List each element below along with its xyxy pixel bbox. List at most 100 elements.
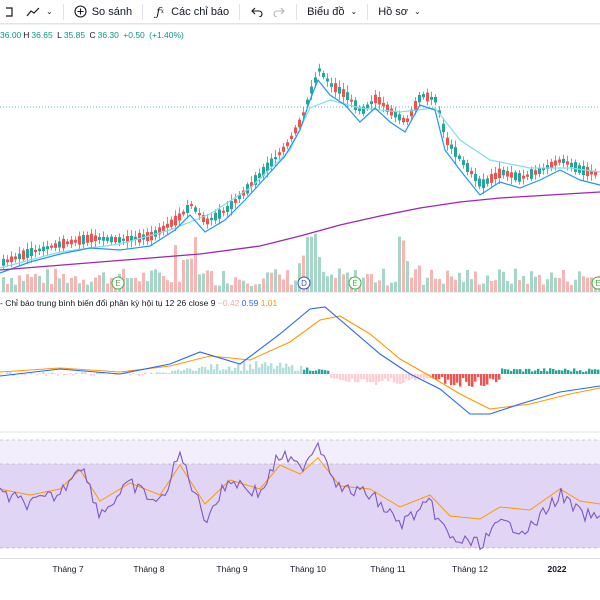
volume-bar	[186, 259, 189, 292]
event-marker-label: D	[301, 279, 307, 288]
volume-bar	[402, 240, 405, 292]
macd-histogram-bar	[168, 372, 171, 374]
volume-bar	[542, 284, 545, 292]
candle-body	[466, 163, 469, 172]
event-marker-label: E	[352, 279, 357, 288]
moving-average-long-line	[0, 191, 600, 271]
volume-bar	[18, 275, 21, 292]
volume-bar	[386, 285, 389, 292]
redo-button[interactable]	[268, 0, 290, 24]
volume-bar	[338, 268, 341, 292]
macd-histogram-bar	[444, 374, 447, 384]
macd-histogram-bar	[471, 374, 474, 387]
macd-histogram-bar	[435, 374, 438, 380]
volume-bar	[554, 277, 557, 292]
candle-body	[594, 171, 597, 176]
volume-bar	[582, 276, 585, 292]
macd-histogram-bar	[81, 372, 84, 374]
candle-body	[254, 175, 257, 186]
candle-body	[386, 104, 389, 112]
candle-body	[422, 94, 425, 98]
candle-body	[90, 233, 93, 243]
macd-histogram-bar	[99, 372, 102, 374]
macd-histogram-bar	[42, 372, 45, 374]
macd-histogram-bar	[402, 374, 405, 383]
volume-bar	[446, 270, 449, 292]
candle-body	[118, 237, 121, 243]
macd-histogram-bar	[498, 374, 501, 380]
candle-body	[470, 170, 473, 175]
rsi-moving-average-line	[0, 457, 600, 520]
macd-histogram-bar	[102, 372, 105, 374]
candle-body	[238, 194, 241, 200]
candle-body	[362, 106, 365, 114]
volume-bar	[414, 269, 417, 292]
macd-histogram-bar	[426, 374, 429, 379]
profile-menu-label: Hồ sơ	[378, 5, 409, 18]
macd-signal-line	[0, 315, 600, 410]
macd-histogram-bar	[591, 369, 594, 374]
volume-bar	[382, 268, 385, 292]
macd-histogram-bar	[156, 372, 159, 374]
volume-bar	[314, 233, 317, 292]
candle-body	[538, 167, 541, 174]
macd-histogram-bar	[159, 372, 162, 374]
macd-histogram-bar	[276, 365, 279, 374]
macd-histogram-bar	[231, 370, 234, 374]
macd-histogram-bar	[222, 369, 225, 374]
macd-histogram-bar	[570, 371, 573, 374]
macd-histogram-bar	[561, 370, 564, 374]
macd-histogram-bar	[474, 374, 477, 382]
volume-bar	[54, 268, 57, 292]
profile-menu-button[interactable]: Hồ sơ ⌄	[374, 0, 425, 24]
candle-body	[46, 246, 49, 250]
candle-body	[274, 156, 277, 160]
time-axis[interactable]: Tháng 7 Tháng 8 Tháng 9 Tháng 10 Tháng 1…	[0, 558, 600, 578]
macd-histogram-bar	[387, 374, 390, 382]
volume-bar	[194, 237, 197, 292]
candle-body	[338, 87, 341, 94]
compare-button[interactable]: So sánh	[70, 0, 136, 24]
candle-body	[162, 225, 165, 231]
volume-bar	[394, 281, 397, 292]
candle-body	[70, 239, 73, 245]
chart-type-button[interactable]: ⌄	[22, 0, 57, 24]
candle-body	[382, 102, 385, 107]
candle-body	[174, 215, 177, 226]
candle-body	[566, 161, 569, 165]
candle-body	[306, 99, 309, 105]
zoom-button[interactable]	[0, 0, 22, 24]
chart-menu-button[interactable]: Biểu đồ ⌄	[303, 0, 361, 24]
candle-body	[450, 144, 453, 149]
undo-icon	[250, 5, 264, 19]
candle-body	[430, 96, 433, 100]
macd-histogram-bar	[141, 374, 144, 375]
event-marker	[111, 276, 125, 290]
volume-bar	[290, 284, 293, 292]
volume-bar	[486, 275, 489, 292]
volume-bar	[2, 277, 5, 292]
volume-bar	[590, 277, 593, 292]
macd-histogram-bar	[411, 374, 414, 379]
candle-body	[218, 209, 221, 219]
candle-body	[2, 258, 5, 266]
undo-button[interactable]	[246, 0, 268, 24]
candle-body	[82, 235, 85, 245]
macd-histogram-bar	[72, 374, 75, 376]
candle-body	[346, 92, 349, 101]
toolbar-divider	[239, 3, 241, 20]
volume-bar	[334, 278, 337, 292]
macd-histogram-bar	[576, 371, 579, 374]
macd-histogram-bar	[330, 374, 333, 378]
volume-bar	[418, 265, 421, 292]
macd-histogram-bar	[210, 364, 213, 374]
macd-histogram-bar	[588, 368, 591, 374]
candle-body	[334, 83, 337, 93]
macd-histogram-bar	[582, 371, 585, 374]
candle-body	[258, 173, 261, 179]
macd-histogram-bar	[306, 367, 309, 374]
candle-body	[178, 213, 181, 221]
